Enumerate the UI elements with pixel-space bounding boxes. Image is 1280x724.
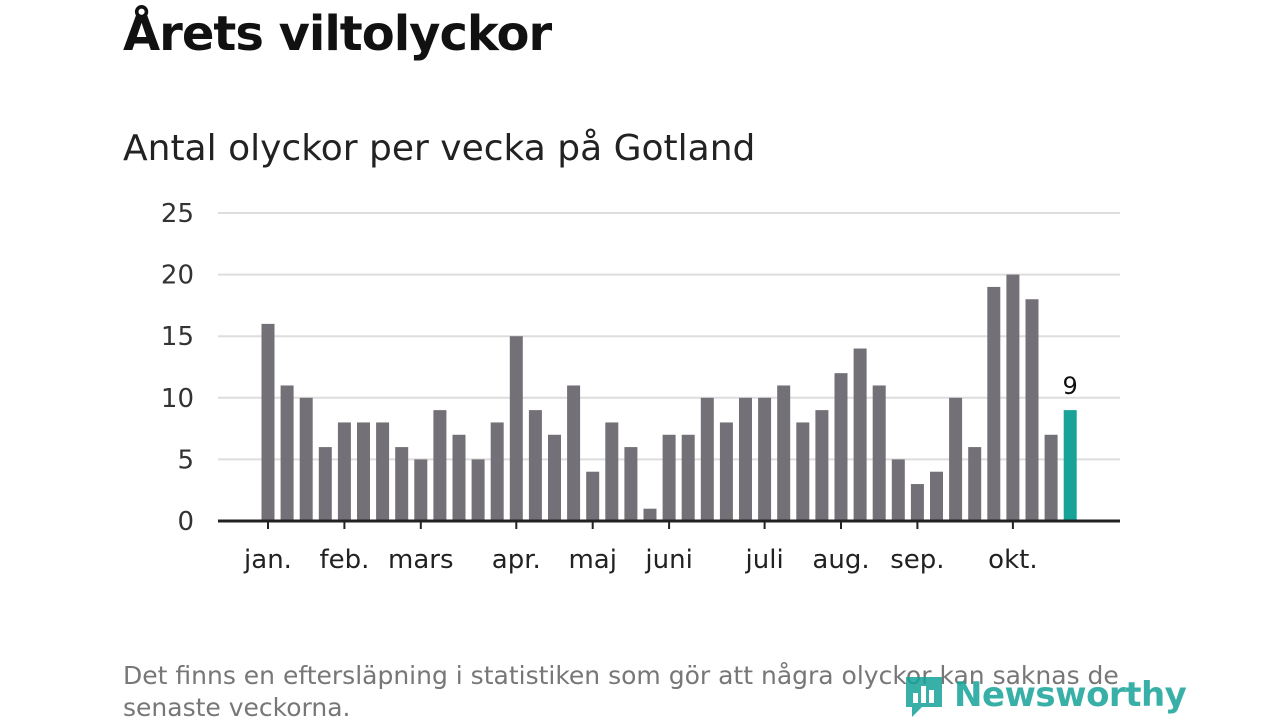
page-title: Årets viltolyckor	[123, 6, 552, 62]
bar	[700, 397, 714, 521]
bar	[1044, 434, 1058, 521]
bar-chart: 0 5 10 15 20 25 jan. feb. mars apr. maj juni juli au…	[161, 199, 1120, 575]
x-axis-ticks: jan. feb. mars apr. maj juni juli aug. sep. okt.	[243, 521, 1038, 575]
bar	[337, 422, 351, 521]
y-tick-label: 20	[161, 261, 194, 291]
bar	[853, 348, 867, 521]
bar	[605, 422, 619, 521]
bar	[1006, 274, 1020, 521]
bar	[662, 434, 676, 521]
bar	[567, 385, 581, 521]
bar	[891, 459, 905, 521]
bar	[452, 434, 466, 521]
bar	[834, 373, 848, 521]
bar	[280, 385, 294, 521]
bar	[357, 422, 370, 521]
bar	[490, 422, 504, 521]
x-tick-label: aug.	[812, 545, 869, 575]
bar	[528, 410, 542, 521]
bars	[261, 274, 1077, 521]
bar	[910, 484, 924, 521]
bar	[949, 397, 963, 521]
bar-highlight	[1063, 410, 1077, 521]
bar	[299, 397, 313, 521]
y-tick-label: 15	[161, 322, 194, 352]
bar	[414, 459, 428, 521]
grid-layer	[218, 212, 1120, 461]
bar	[548, 434, 561, 521]
highlight-data-label: 9	[1063, 372, 1078, 400]
bar	[471, 459, 485, 521]
x-tick-label: juni	[644, 545, 692, 575]
brand-watermark: Newsworthy	[902, 670, 1187, 720]
x-tick-label: sep.	[890, 545, 944, 575]
bar	[815, 410, 829, 521]
bar	[318, 447, 332, 521]
bar	[586, 471, 600, 521]
x-tick-label: mars	[388, 545, 454, 575]
bar	[930, 471, 943, 521]
brand-name: Newsworthy	[954, 675, 1187, 715]
bar	[758, 397, 772, 521]
bar	[433, 410, 447, 521]
x-tick-label: jan.	[243, 545, 292, 575]
bar	[643, 508, 657, 521]
bar	[739, 397, 752, 521]
bar	[796, 422, 810, 521]
footnote: Det finns en eftersläpning i statistiken…	[123, 661, 1119, 722]
x-tick-label: feb.	[319, 545, 369, 575]
bar	[624, 447, 638, 521]
bar	[261, 323, 275, 521]
y-tick-label: 0	[177, 507, 194, 537]
x-tick-label: juli	[745, 545, 784, 575]
bar	[509, 336, 523, 521]
bar	[395, 447, 409, 521]
y-axis-ticks: 0 5 10 15 20 25	[161, 199, 194, 537]
y-tick-label: 10	[161, 384, 194, 414]
newsworthy-logo-icon	[906, 677, 942, 717]
y-tick-label: 5	[177, 445, 194, 475]
bar	[987, 286, 1001, 521]
x-tick-label: okt.	[988, 545, 1037, 575]
bar	[376, 422, 390, 521]
bar	[1025, 299, 1039, 521]
bar	[777, 385, 791, 521]
bar	[872, 385, 886, 521]
x-tick-label: maj	[568, 545, 616, 575]
bar	[968, 447, 982, 521]
bar	[681, 434, 695, 521]
chart-subtitle: Antal olyckor per vecka på Gotland	[123, 128, 756, 169]
bar	[719, 422, 733, 521]
x-tick-label: apr.	[492, 545, 541, 575]
y-tick-label: 25	[161, 199, 194, 229]
